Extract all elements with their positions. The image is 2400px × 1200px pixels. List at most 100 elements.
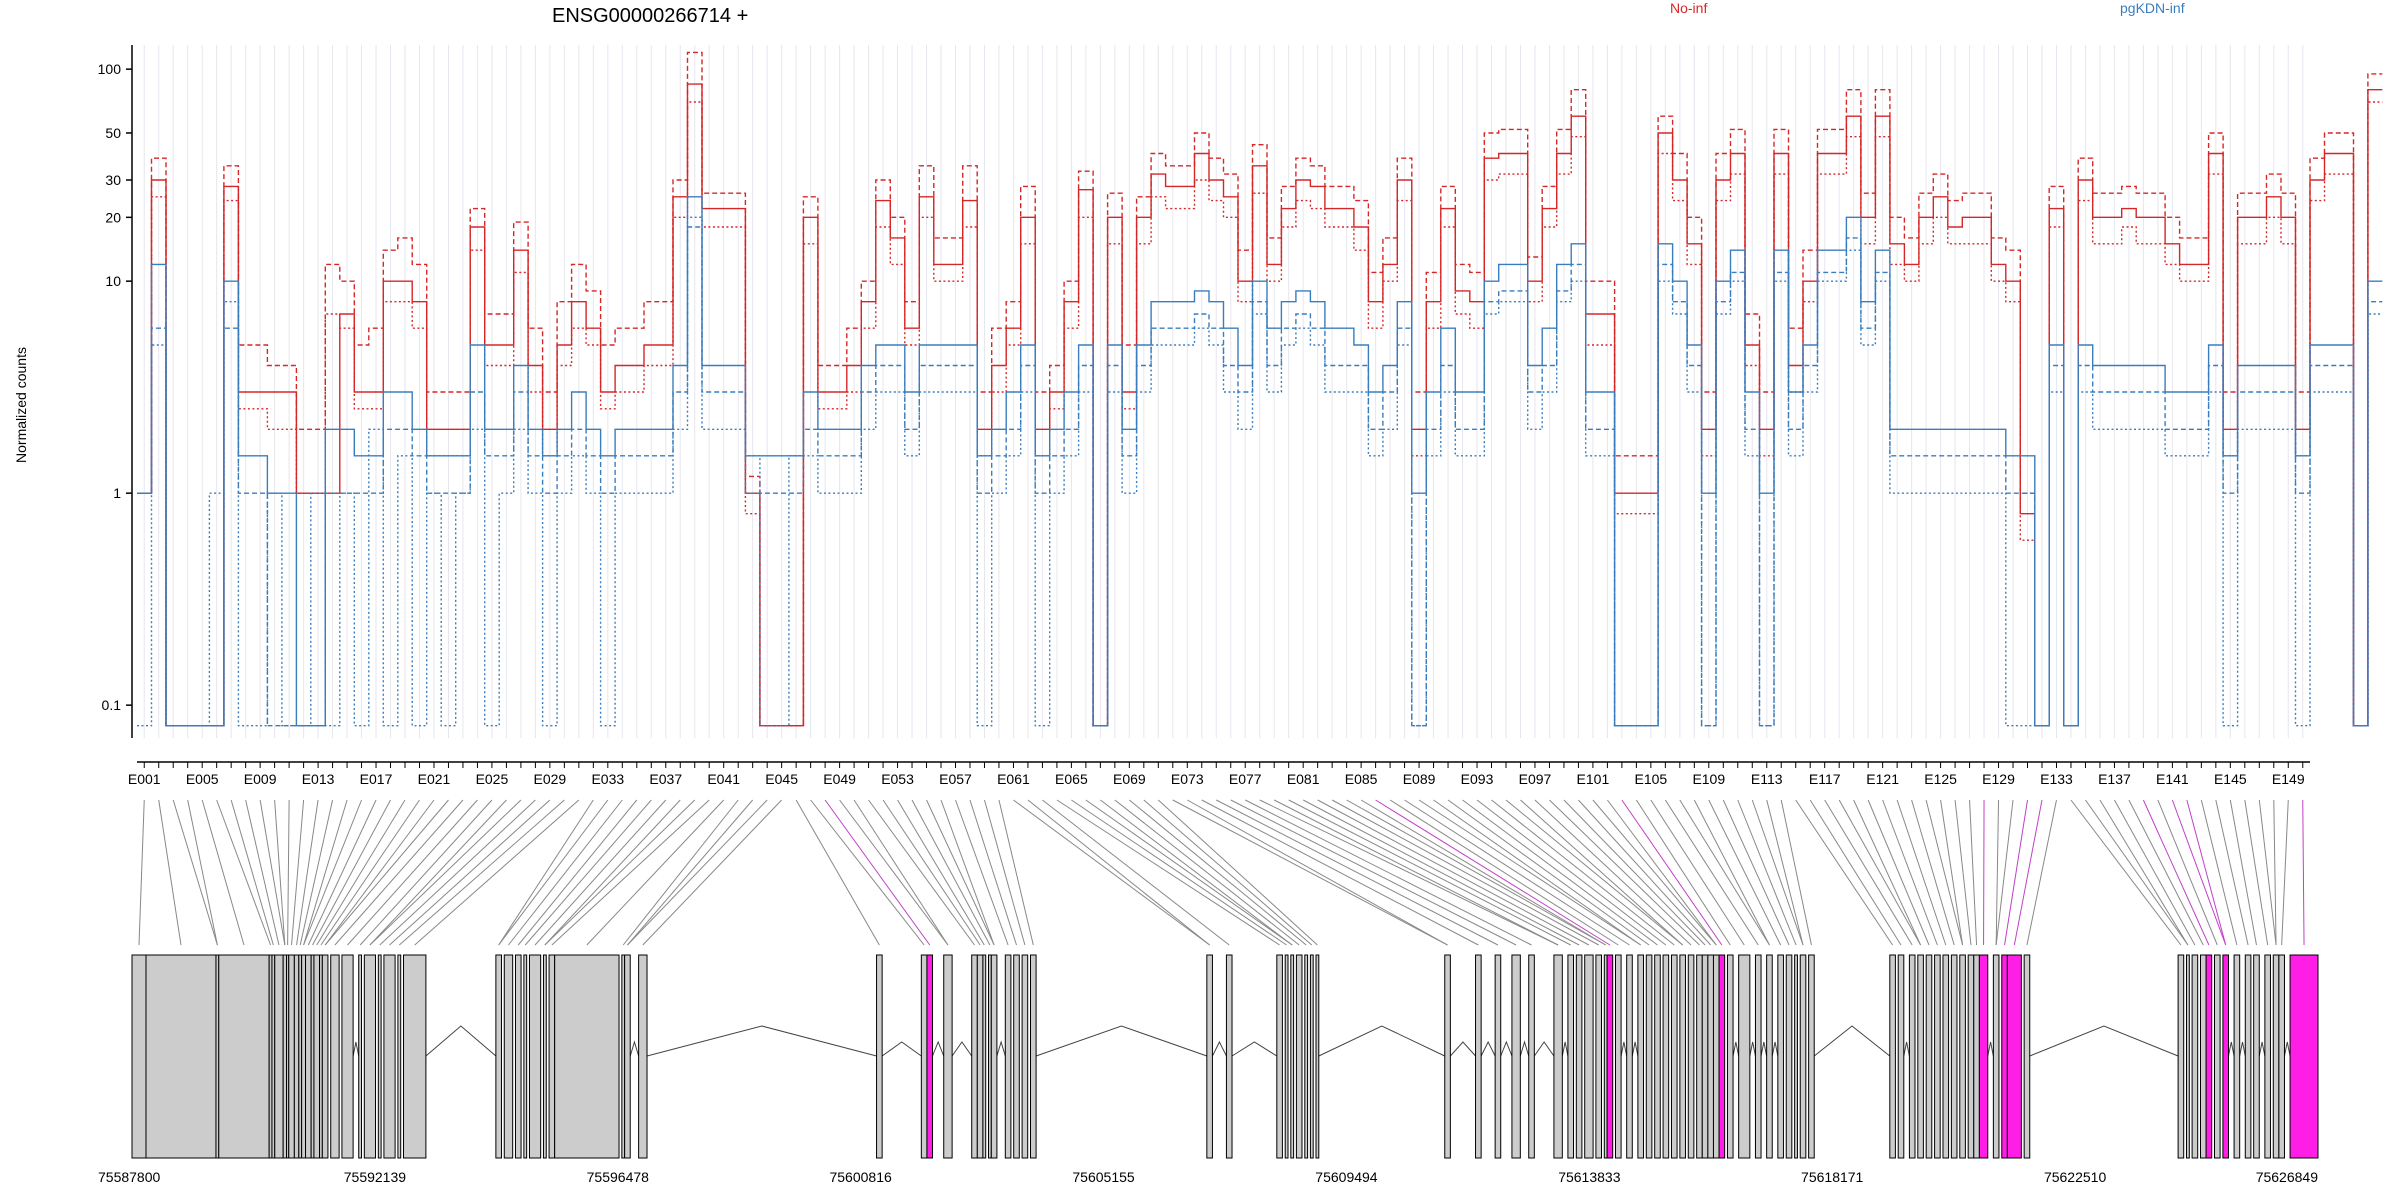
intron-connector (2029, 1025, 2179, 1057)
exon-block (528, 954, 542, 1159)
exon-block (321, 954, 329, 1159)
exon-connector (1766, 799, 1804, 946)
exon-tick-label: E089 (1403, 771, 1436, 787)
exon-tick-label: E057 (939, 771, 972, 787)
exon-connector (940, 799, 995, 946)
exon-connector (524, 799, 652, 946)
exon-block (624, 954, 631, 1159)
exon-connector (158, 799, 182, 946)
exon-block (982, 954, 987, 1159)
exon-connector (291, 799, 305, 946)
y-tick-label: 0.1 (102, 697, 122, 713)
exon-connector (1230, 799, 1517, 946)
exon-connector (187, 799, 218, 946)
exon-connector (551, 799, 710, 946)
exon-connector (955, 799, 1009, 946)
legend-pgkdn-inf: pgKDN-inf (2120, 0, 2185, 16)
exon-connector (627, 799, 768, 946)
exon-connector (969, 799, 1017, 946)
exon-connector (1995, 799, 2014, 946)
exon-tick-label: E149 (2272, 771, 2305, 787)
y-tick-label: 30 (105, 172, 121, 188)
exon-block (2199, 954, 2207, 1159)
genome-tick-label: 75592139 (344, 1169, 407, 1185)
exon-connector (296, 799, 319, 946)
exon-connector (998, 799, 1034, 946)
genome-tick-label: 75609494 (1315, 1169, 1378, 1185)
exon-connector (622, 799, 739, 946)
exon-connector (369, 799, 522, 946)
series-no-inf-dashed (137, 51, 2383, 727)
exon-block (313, 954, 321, 1159)
exon-connector (245, 799, 280, 946)
exon-connector (1346, 799, 1606, 946)
exon-connector (2244, 799, 2269, 946)
exon-block (1662, 954, 1670, 1159)
exon-block (1696, 954, 1703, 1159)
exon-connector (517, 799, 638, 946)
exon-block (131, 954, 147, 1159)
exon-block (976, 954, 984, 1159)
exon-tick-label: E081 (1287, 771, 1320, 787)
exon-tick-label: E093 (1461, 771, 1494, 787)
exon-block (990, 954, 998, 1159)
exon-connector (1187, 799, 1448, 946)
exon-block (542, 954, 547, 1159)
exon-connector (1838, 799, 1922, 946)
intron-connector (629, 1040, 640, 1057)
exon-tick-label: E041 (707, 771, 740, 787)
exon-connector (2070, 799, 2182, 946)
exon-tick-label: E025 (476, 771, 509, 787)
exon-tick-label: E109 (1692, 771, 1725, 787)
exon-connector (1679, 799, 1770, 946)
exon-connector (1722, 799, 1790, 946)
exon-block-highlight (2289, 954, 2319, 1159)
exon-connector (1013, 799, 1210, 946)
exon-block (1284, 954, 1289, 1159)
exon-block (1654, 954, 1661, 1159)
exon-block (1225, 954, 1233, 1159)
exon-connector (1462, 799, 1658, 946)
intron-connector (1903, 1041, 1910, 1057)
exon-block (1959, 954, 1966, 1159)
exon-tick-label: E105 (1635, 771, 1668, 787)
exon-connector (1418, 799, 1641, 946)
exon-connector (1606, 799, 1717, 946)
series-no-inf-solid (137, 83, 2383, 727)
y-axis-label: Normalized counts (13, 347, 29, 463)
exon-connector (274, 799, 286, 946)
intron-connector (1561, 1041, 1569, 1057)
exon-connector (544, 799, 681, 946)
exon-connector (324, 799, 435, 946)
exon-block (943, 954, 953, 1159)
exon-block (1785, 954, 1793, 1159)
exon-connector (1954, 799, 1972, 946)
exon-connector (307, 799, 377, 946)
intron-connector (1519, 1040, 1530, 1057)
intron-connector (1480, 1040, 1496, 1057)
exon-connector (201, 799, 245, 946)
exon-block (145, 954, 217, 1159)
exon-block (1013, 954, 1020, 1159)
exon-block (548, 954, 556, 1159)
exon-connector (1664, 799, 1759, 946)
exon-tick-label: E073 (1171, 771, 1204, 787)
exon-tick-label: E101 (1577, 771, 1610, 787)
exon-block-highlight (2222, 954, 2229, 1159)
exon-block (1626, 954, 1633, 1159)
exon-block (305, 954, 312, 1159)
exon-connector (1969, 799, 1978, 946)
exon-connector (1491, 799, 1675, 946)
exon-block (2244, 954, 2252, 1159)
exon-block-highlight (1978, 954, 1989, 1159)
exon-tick-label: E069 (1113, 771, 1146, 787)
exon-tick-label: E121 (1866, 771, 1899, 787)
exon-block (1726, 954, 1734, 1159)
exon-connector (586, 799, 725, 946)
exon-block (1304, 954, 1309, 1159)
exon-block (1595, 954, 1602, 1159)
exon-connector (897, 799, 985, 946)
exon-connector (1592, 799, 1717, 946)
intron-connector (996, 1040, 1006, 1057)
exon-block (1004, 954, 1012, 1159)
